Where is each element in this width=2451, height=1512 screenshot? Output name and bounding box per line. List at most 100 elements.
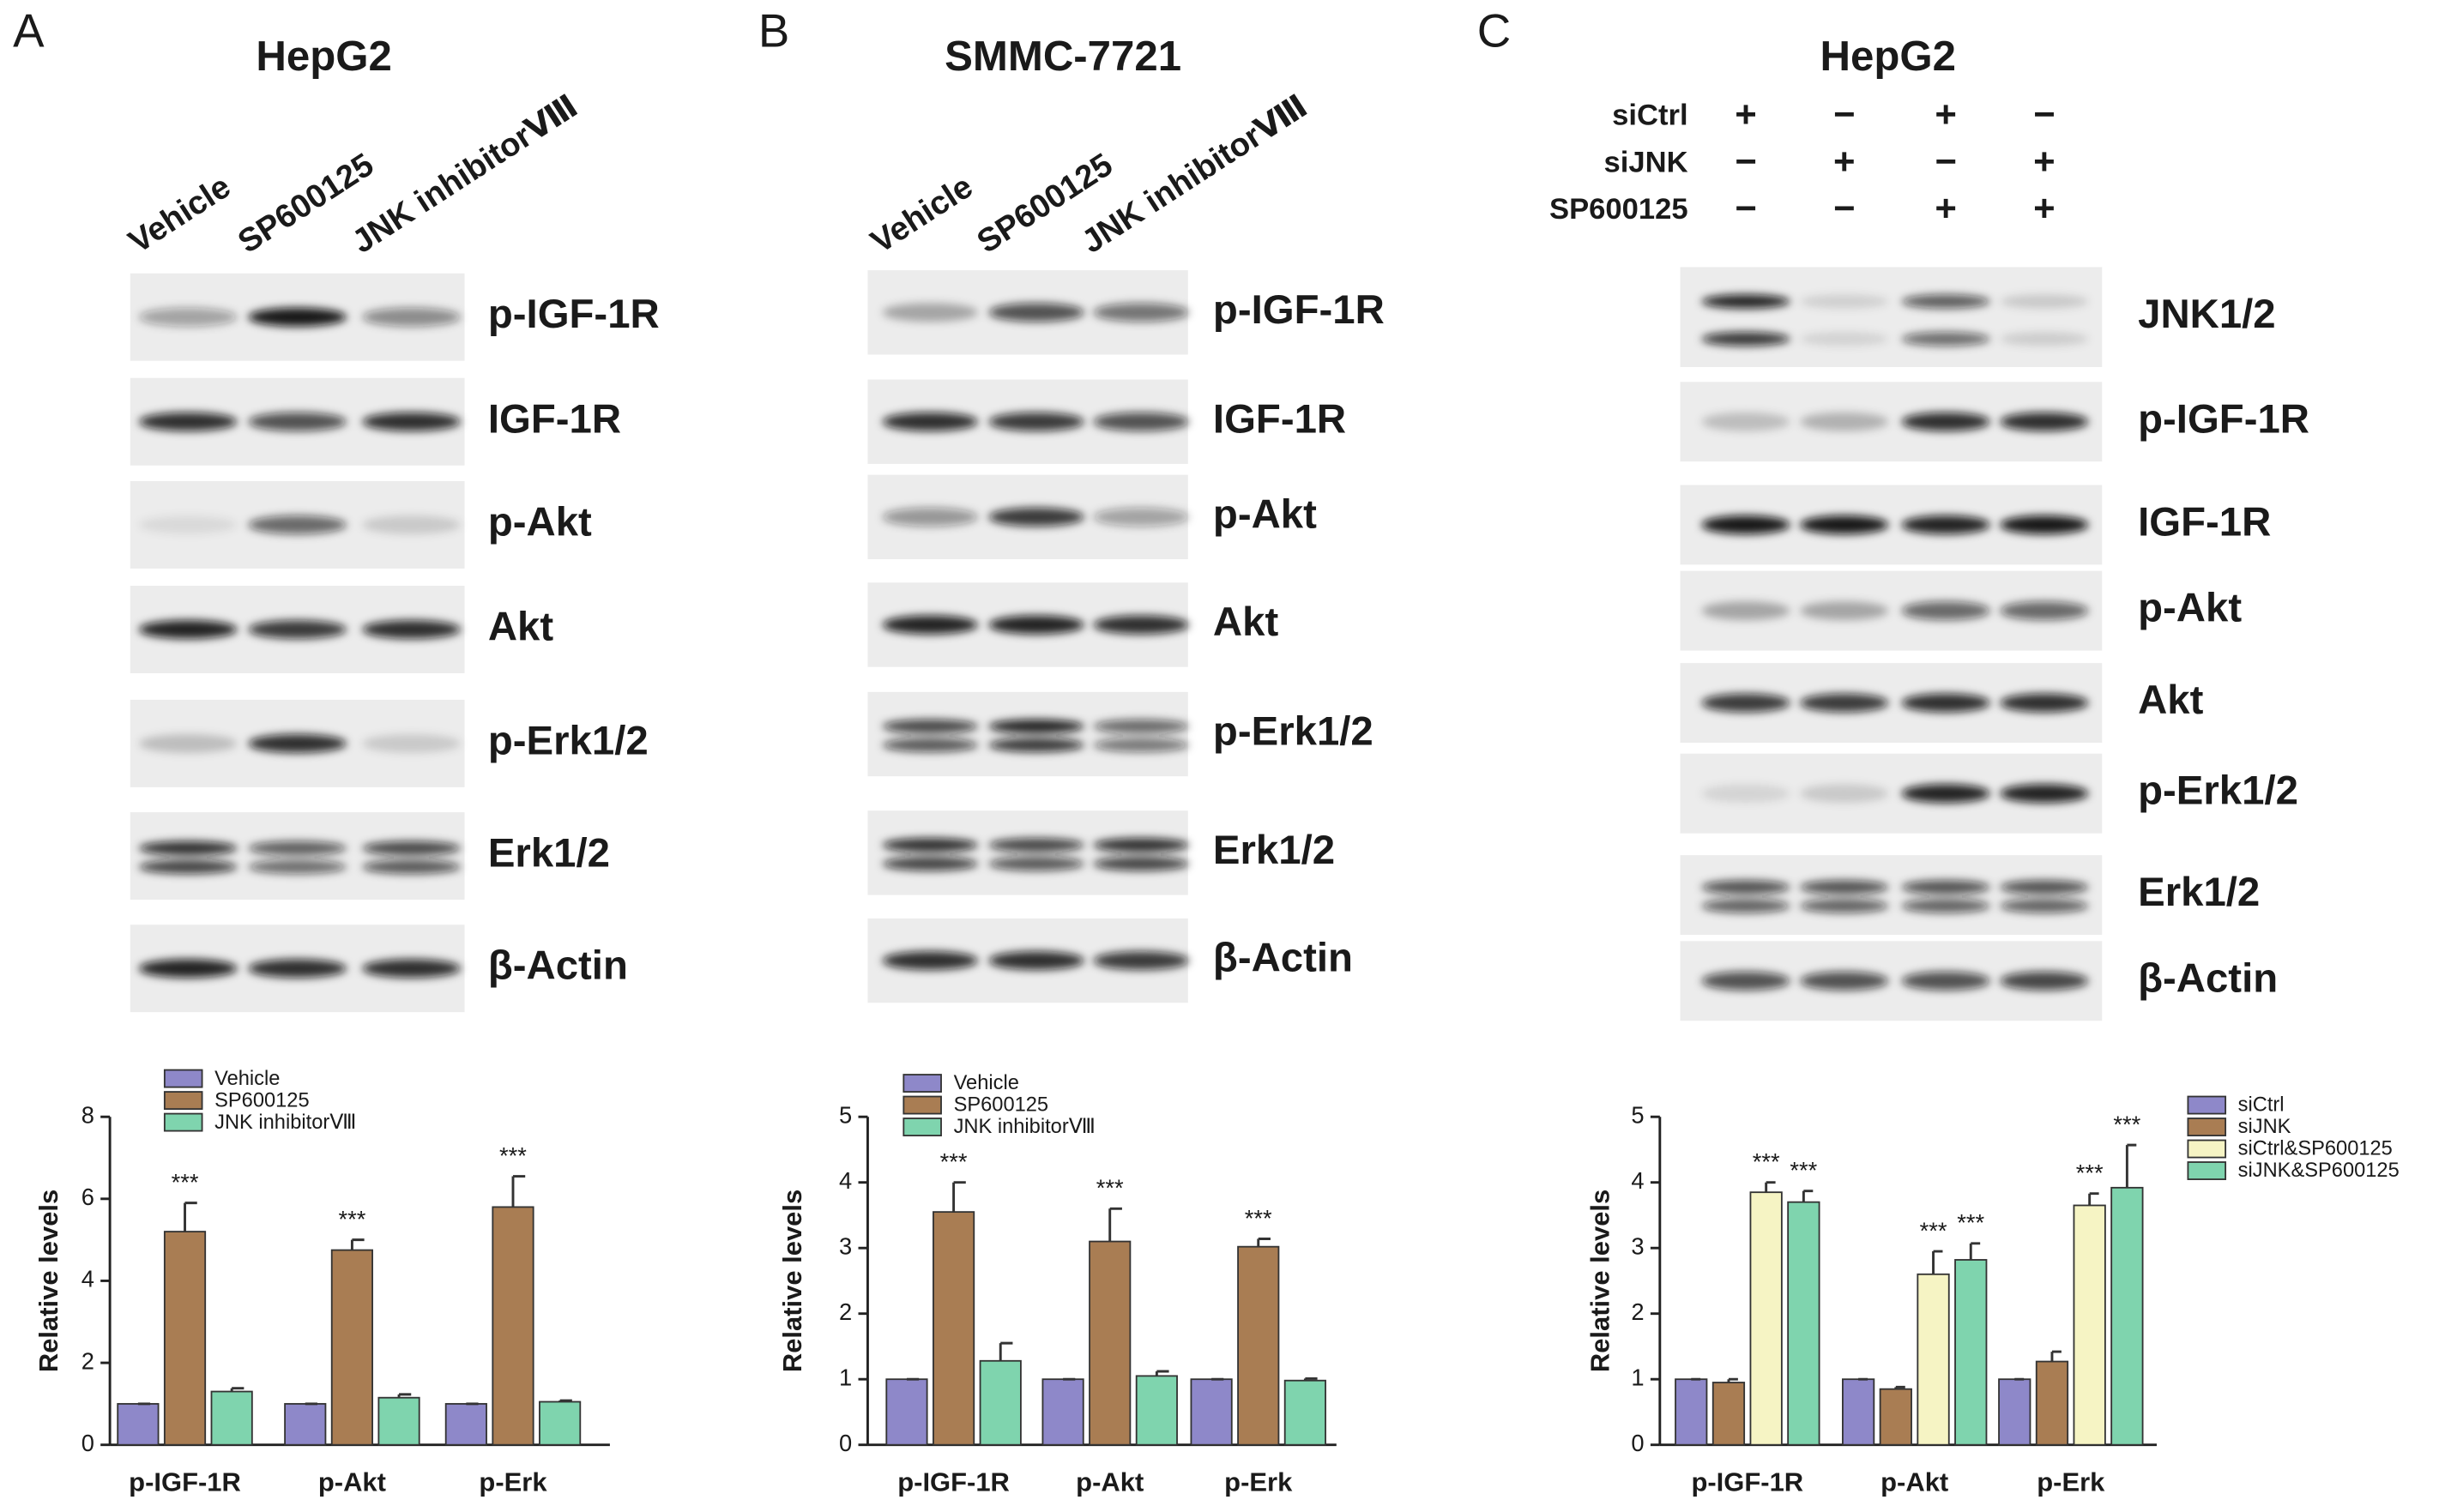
bar [1283,1379,1326,1446]
significance-label: *** [1096,1175,1124,1202]
error-bar [2125,1143,2137,1188]
y-tick-label: 4 [81,1266,94,1292]
x-tick-label: p-Erk [479,1467,547,1497]
band [1701,693,1790,713]
blot-label: β-Actin [2138,955,2278,1001]
legend-label: siJNK [2238,1116,2291,1138]
x-tick-label: p-IGF-1R [129,1467,241,1497]
y-tick-label: 4 [1631,1167,1644,1194]
bar [1675,1378,1708,1446]
bar [885,1378,928,1446]
blot-bands [138,412,461,431]
blot-bands [138,307,461,327]
blot-label: IGF-1R [1213,396,1346,442]
band [1093,412,1189,431]
x-tick-label: p-IGF-1R [1691,1467,1803,1497]
error-bar [952,1181,966,1213]
blot-label: Akt [2138,678,2204,723]
blot-label: p-Akt [488,499,592,545]
bar [1841,1378,1875,1446]
condition-sign: + [1935,93,1957,136]
bar [284,1402,327,1446]
blot-label: Erk1/2 [1213,828,1335,873]
y-tick-label: 8 [81,1101,94,1128]
band [1701,784,1790,804]
x-tick-label: p-IGF-1R [897,1467,1010,1497]
band [988,838,1084,852]
lane-label: Vehicle [122,168,237,261]
y-tick-label: 2 [81,1347,94,1374]
error-bar [1969,1242,1981,1260]
blot-label: p-Akt [1213,491,1317,537]
band [362,307,461,327]
band [882,719,979,734]
band [1800,899,1889,913]
y-tick-label: 3 [1631,1232,1644,1259]
error-bar [2050,1350,2062,1362]
blot-background [1680,267,2103,368]
error-bar [397,1393,412,1398]
band [1800,412,1889,431]
y-tick-label: 2 [839,1298,852,1325]
band [1901,693,1990,713]
legend-swatch [163,1112,203,1132]
y-tick-label: 3 [839,1232,852,1259]
blot-bands [1701,294,2089,346]
legend-swatch [903,1074,942,1093]
legend-label: JNK inhibitorⅧ [214,1111,356,1134]
panel-letter: A [13,5,45,57]
y-tick-label: 1 [839,1364,852,1390]
band [988,856,1084,871]
y-axis-label: Relative levels [777,1190,807,1372]
condition-sign: + [2033,141,2056,183]
blot-label: IGF-1R [488,396,621,442]
band [1701,880,1790,895]
condition-label: siJNK [1604,146,1688,178]
bar [444,1402,487,1446]
band [248,620,347,639]
y-tick-label: 5 [839,1101,852,1128]
blot-label: β-Actin [488,943,628,989]
band [1901,784,1990,804]
condition-sign: + [1833,141,1856,183]
legend-label: Vehicle [954,1072,1019,1094]
panel-letter: C [1477,5,1511,57]
band [362,734,461,753]
y-tick-label: 0 [1631,1430,1644,1456]
bar [2110,1186,2144,1446]
significance-label: *** [2113,1111,2140,1137]
bar [1787,1201,1820,1446]
band [882,838,979,852]
panel-title: SMMC-7721 [945,33,1181,80]
band [248,840,347,856]
band [138,620,238,639]
significance-label: *** [940,1148,968,1175]
band [1701,899,1790,913]
band [882,507,979,527]
condition-sign: + [2033,187,2056,229]
x-tick-label: p-Erk [1224,1467,1293,1497]
bar [330,1249,373,1446]
significance-label: *** [2076,1160,2104,1186]
band [138,412,238,431]
condition-label: siCtrl [1612,99,1687,132]
bar [1998,1378,2031,1446]
bar [1237,1245,1280,1446]
blot-label: p-IGF-1R [2138,396,2309,442]
band [988,738,1084,752]
error-bar [1802,1190,1814,1202]
y-axis-label: Relative levels [1585,1190,1615,1372]
blot-background [130,812,465,901]
band [2000,693,2089,713]
band [882,738,979,752]
error-bar [230,1387,244,1392]
bar [1190,1378,1233,1446]
significance-label: *** [1790,1157,1817,1184]
significance-label: *** [338,1206,365,1232]
bar [377,1396,420,1446]
condition-sign: − [1833,93,1856,136]
blot-bands [1701,880,2089,913]
y-tick-label: 4 [839,1167,852,1194]
band [362,840,461,856]
band [1800,693,1889,713]
